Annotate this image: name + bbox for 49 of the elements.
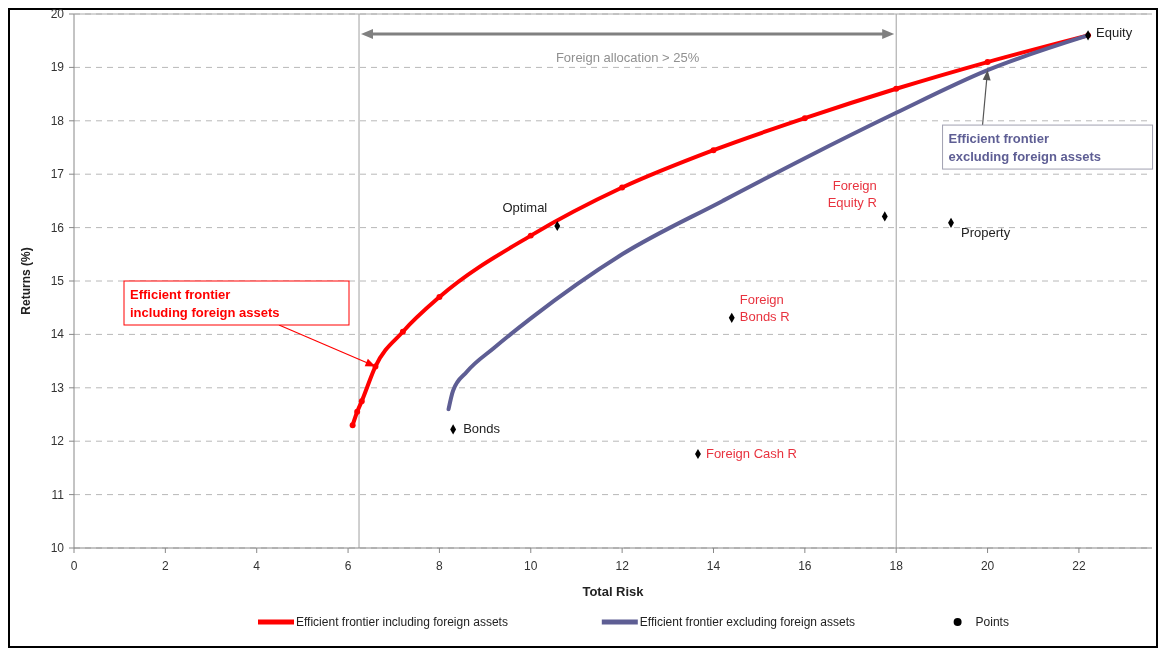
data-label: Optimal [502,200,548,215]
point [984,59,991,66]
y-tick-label: 19 [50,60,65,75]
legend-label: Points [975,615,1009,629]
data-label: Foreign Cash R [705,446,798,462]
point [349,422,356,429]
annotation: Efficient frontier excluding foreign assets [948,131,1101,165]
y-tick-label: 18 [50,113,65,128]
point [436,294,443,300]
x-tick-label: 4 [253,559,261,573]
x-tick-label: 2 [162,559,170,573]
y-tick-label: 13 [50,380,65,395]
x-tick-label: 14 [706,559,721,573]
data-label: Foreign Bonds R [739,291,790,324]
point [710,147,717,154]
x-tick-label: 0 [70,559,78,573]
x-tick-label: 8 [436,559,444,573]
y-tick-label: 15 [50,274,65,288]
x-tick-label: 18 [889,559,904,573]
data-label: Bonds [463,421,501,437]
annotation: Efficient frontier including foreign assets [130,287,280,320]
x-tick-label: 12 [615,559,630,573]
y-tick-label: 16 [50,220,65,235]
y-tick-label: 12 [50,434,65,449]
x-axis-title: Total Risk [582,584,645,599]
y-tick-label: 20 [50,7,65,21]
x-tick-label: 10 [524,559,538,573]
x-tick-label: 22 [1072,559,1086,573]
y-tick-label: 11 [51,487,65,502]
y-tick-label: 17 [50,167,65,182]
point [358,398,365,405]
point [527,232,534,239]
data-label: Foreign Equity R [827,178,877,211]
y-tick-label: 14 [50,327,65,342]
annotation: Foreign allocation > 25% [555,50,700,65]
point [619,184,626,191]
point [801,115,808,122]
point [893,85,900,92]
legend-label: Efficient frontier including foreign assets [296,615,508,629]
legend-label: Efficient frontier excluding foreign assets [639,615,856,629]
x-tick-label: 20 [980,559,995,573]
y-tick-label: 10 [50,541,65,555]
point [354,408,361,415]
y-axis-title: Returns (%) [19,247,33,315]
x-tick-label: 6 [344,559,352,573]
data-label: Equity [1096,25,1133,41]
x-tick-label: 16 [798,559,812,573]
point [399,328,406,335]
data-label: Property [961,224,1011,240]
